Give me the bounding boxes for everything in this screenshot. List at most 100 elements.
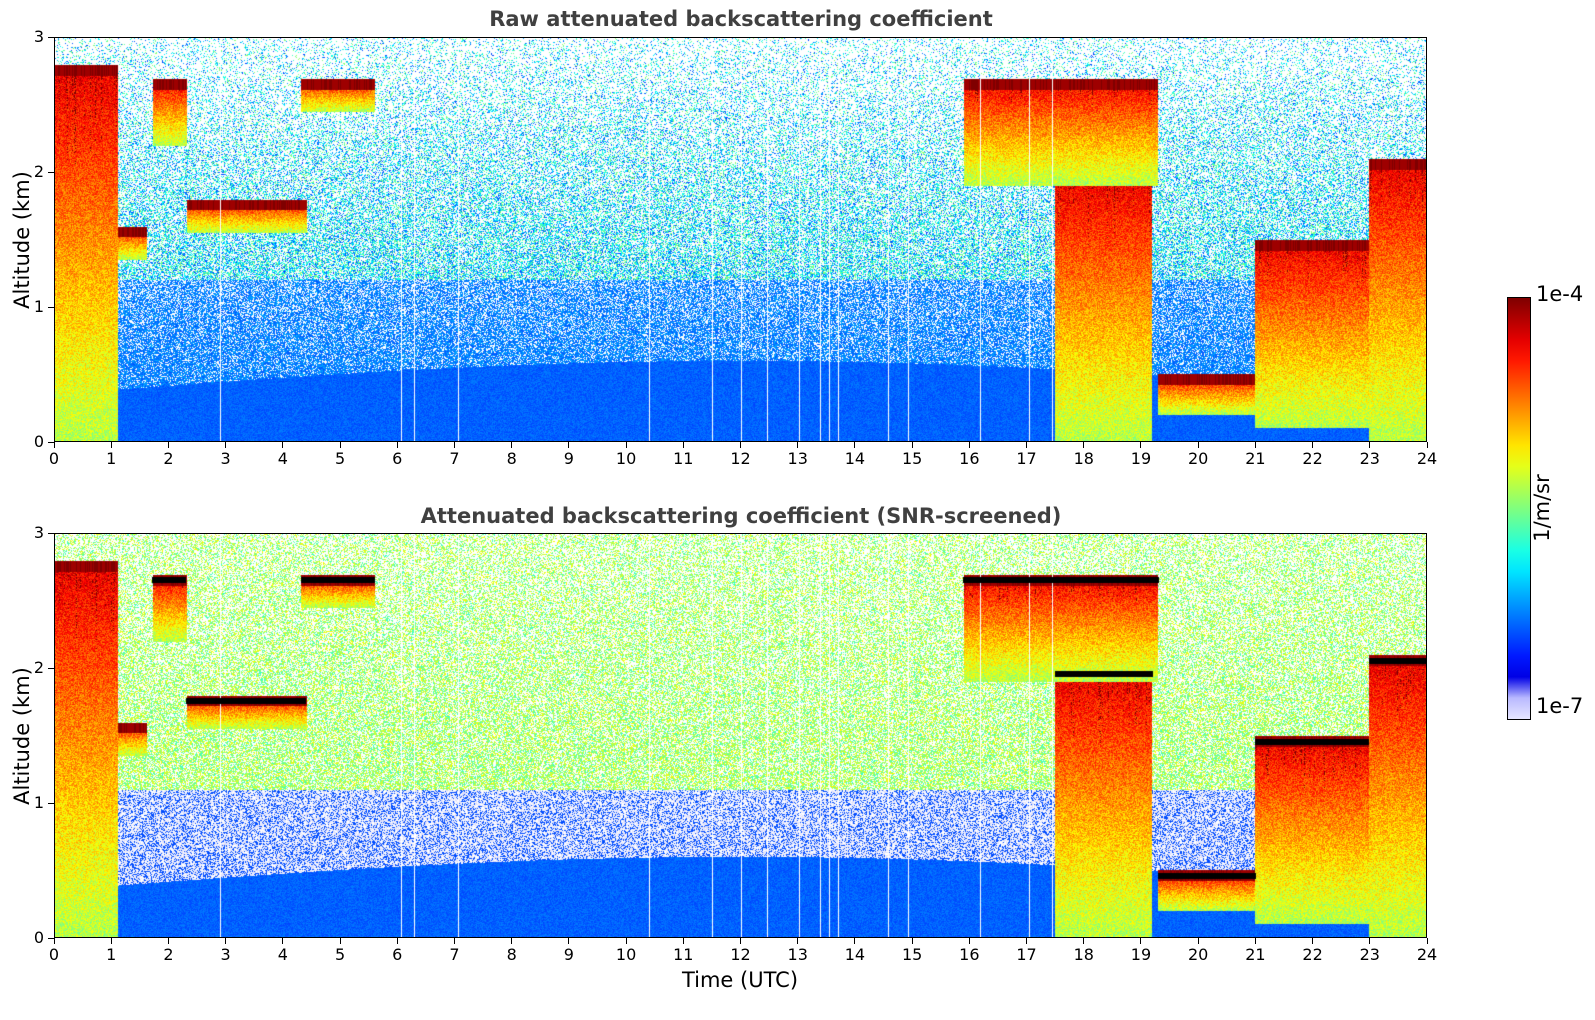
bottom-x-tick-label: 16 — [959, 945, 980, 964]
top-x-tick-label: 9 — [563, 449, 574, 468]
top-x-tick-mark — [797, 442, 799, 448]
bottom-x-tick-mark — [225, 938, 227, 944]
top-x-tick-mark — [53, 442, 55, 448]
bottom-x-tick-label: 17 — [1016, 945, 1037, 964]
bottom-x-tick-mark — [282, 938, 284, 944]
bottom-x-tick-label: 5 — [334, 945, 346, 964]
bottom-x-tick-label: 14 — [844, 945, 866, 964]
top-y-tick-mark — [48, 441, 54, 443]
colorbar-unit-label: 1/m/sr — [1530, 474, 1554, 542]
bottom-x-tick-mark — [854, 938, 856, 944]
bottom-x-tick-label: 4 — [277, 945, 288, 964]
bottom-x-tick-label: 15 — [901, 945, 923, 964]
top-x-tick-label: 21 — [1245, 449, 1266, 468]
bottom-x-tick-mark — [110, 938, 112, 944]
bottom-y-tick-mark — [48, 532, 54, 534]
top-x-tick-label: 11 — [673, 449, 694, 468]
top-x-tick-mark — [625, 442, 627, 448]
bottom-x-tick-mark — [453, 938, 455, 944]
colorbar-max-label: 1e-4 — [1536, 282, 1584, 306]
bottom-y-tick-label: 0 — [33, 928, 44, 947]
bottom-x-tick-label: 3 — [220, 945, 231, 964]
bottom-x-tick-label: 23 — [1359, 945, 1380, 964]
top-x-tick-mark — [1426, 442, 1428, 448]
top-x-tick-mark — [511, 442, 513, 448]
top-x-tick-mark — [1312, 442, 1314, 448]
top-x-tick-mark — [740, 442, 741, 448]
top-x-tick-label: 19 — [1130, 449, 1152, 468]
top-y-tick-label: 3 — [33, 27, 44, 46]
bottom-panel-title: Attenuated backscattering coefficient (S… — [420, 504, 1062, 528]
bottom-x-tick-label: 2 — [163, 945, 174, 964]
top-x-tick-mark — [568, 442, 570, 448]
top-x-tick-label: 8 — [506, 449, 517, 468]
bottom-x-tick-label: 22 — [1302, 945, 1323, 964]
bottom-y-tick-mark — [48, 937, 54, 939]
bottom-x-tick-label: 6 — [392, 945, 403, 964]
bottom-x-tick-mark — [1197, 938, 1199, 944]
bottom-x-tick-mark — [1026, 938, 1028, 944]
top-x-tick-label: 20 — [1187, 449, 1209, 468]
top-y-tick-mark — [48, 306, 54, 308]
bottom-heatmap-plot — [54, 533, 1427, 938]
bottom-x-tick-label: 21 — [1245, 945, 1266, 964]
bottom-x-tick-mark — [1140, 938, 1142, 944]
top-x-tick-label: 7 — [449, 449, 460, 468]
bottom-x-tick-label: 19 — [1130, 945, 1152, 964]
top-x-tick-mark — [1140, 442, 1142, 448]
top-heatmap-canvas — [55, 38, 1426, 441]
bottom-x-tick-mark — [625, 938, 627, 944]
bottom-x-tick-mark — [682, 938, 684, 944]
top-x-tick-label: 23 — [1359, 449, 1380, 468]
bottom-x-tick-label: 20 — [1187, 945, 1209, 964]
bottom-x-tick-label: 0 — [48, 945, 60, 964]
bottom-x-tick-label: 24 — [1416, 945, 1438, 964]
bottom-x-tick-mark — [167, 938, 169, 944]
bottom-x-tick-label: 1 — [106, 945, 117, 964]
top-x-tick-mark — [682, 442, 684, 448]
bottom-x-tick-mark — [511, 938, 513, 944]
bottom-x-tick-label: 7 — [449, 945, 460, 964]
top-x-tick-label: 22 — [1302, 449, 1323, 468]
top-x-tick-mark — [282, 442, 284, 448]
bottom-x-tick-label: 10 — [615, 945, 637, 964]
top-x-tick-label: 3 — [220, 449, 231, 468]
bottom-x-tick-mark — [911, 938, 913, 944]
bottom-x-tick-mark — [968, 938, 970, 944]
bottom-x-tick-mark — [568, 938, 570, 944]
top-y-axis-label: Altitude (km) — [10, 171, 34, 309]
bottom-y-tick-label: 2 — [33, 658, 44, 677]
colorbar — [1507, 297, 1531, 720]
bottom-y-tick-label: 3 — [33, 523, 44, 542]
bottom-x-tick-label: 11 — [673, 945, 694, 964]
top-x-tick-label: 17 — [1016, 449, 1037, 468]
top-x-tick-label: 18 — [1073, 449, 1094, 468]
bottom-x-tick-mark — [1083, 938, 1085, 944]
bottom-x-tick-mark — [1426, 938, 1428, 944]
bottom-x-tick-mark — [797, 938, 799, 944]
bottom-y-tick-mark — [48, 667, 54, 669]
top-y-tick-label: 1 — [33, 297, 44, 316]
top-x-tick-mark — [1254, 442, 1256, 448]
top-y-tick-mark — [48, 171, 54, 173]
bottom-x-tick-label: 8 — [506, 945, 517, 964]
top-x-tick-mark — [225, 442, 227, 448]
bottom-x-axis-label: Time (UTC) — [681, 968, 799, 992]
top-x-tick-label: 5 — [334, 449, 346, 468]
bottom-x-tick-mark — [339, 938, 341, 944]
bottom-x-tick-mark — [53, 938, 55, 944]
bottom-x-tick-mark — [1312, 938, 1314, 944]
top-panel-title: Raw attenuated backscattering coefficien… — [489, 7, 993, 31]
bottom-heatmap-canvas — [55, 534, 1426, 937]
top-x-tick-label: 4 — [277, 449, 288, 468]
bottom-x-tick-label: 13 — [787, 945, 808, 964]
top-x-tick-mark — [453, 442, 455, 448]
top-y-tick-label: 2 — [33, 162, 44, 181]
top-x-tick-label: 10 — [615, 449, 637, 468]
top-x-tick-mark — [339, 442, 341, 448]
top-x-tick-label: 1 — [106, 449, 117, 468]
top-y-tick-mark — [48, 36, 54, 38]
top-x-tick-label: 14 — [844, 449, 866, 468]
top-x-tick-label: 16 — [959, 449, 980, 468]
top-x-tick-mark — [167, 442, 169, 448]
